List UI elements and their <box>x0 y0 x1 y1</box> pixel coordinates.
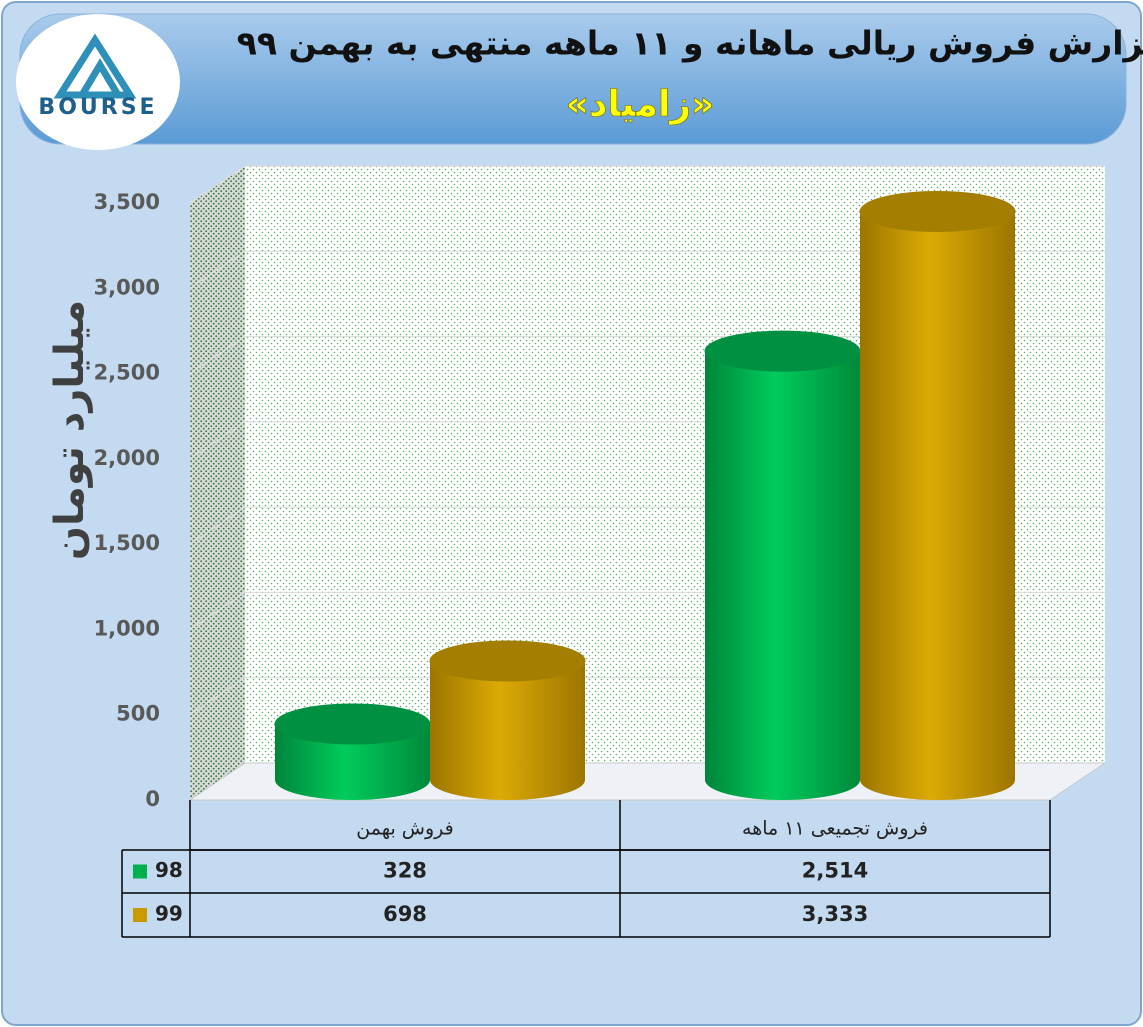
bar-top <box>859 190 1016 232</box>
legend-label: 99 <box>155 902 183 926</box>
grid-line <box>189 250 246 289</box>
side-wall <box>190 166 245 800</box>
x-tick-label: فروش بهمن <box>356 818 453 840</box>
logo-badge <box>16 14 180 150</box>
chart-title: گزارش فروش ریالی ماهانه و ۱۱ ماهه منتهی … <box>237 24 1143 64</box>
grid-line <box>189 506 246 545</box>
y-tick-label: 1,000 <box>94 616 160 640</box>
y-tick-label: 500 <box>116 702 160 726</box>
chart-subtitle: «زامیاد» <box>566 84 715 125</box>
logo-icon <box>53 33 137 99</box>
y-tick-label: 2,000 <box>94 446 160 470</box>
y-tick-label: 2,500 <box>94 361 160 385</box>
value-label: 328 <box>383 859 427 883</box>
bar <box>275 724 430 800</box>
legend-swatch <box>133 864 147 879</box>
grid-line <box>189 336 246 374</box>
y-tick-label: 3,500 <box>94 190 160 214</box>
bar <box>430 660 585 800</box>
bar-top <box>704 330 861 372</box>
y-tick-label: 0 <box>145 787 160 811</box>
value-label: 698 <box>383 902 427 926</box>
legend-label: 98 <box>155 858 183 882</box>
y-tick-label: 3,000 <box>94 275 160 299</box>
bar <box>705 351 860 800</box>
bar <box>860 211 1015 801</box>
x-tick-label: فروش تجمیعی ۱۱ ماهه <box>742 818 928 840</box>
grid-line <box>189 677 246 716</box>
grid-line <box>189 165 246 204</box>
bar-top <box>274 703 431 745</box>
logo-text: BOURSE <box>38 95 157 120</box>
bar-top <box>429 640 586 682</box>
legend-swatch <box>133 908 147 922</box>
grid-line <box>189 592 246 630</box>
value-label: 2,514 <box>802 859 868 883</box>
y-axis-label: میلیارد تومان <box>47 300 93 560</box>
value-label: 3,333 <box>802 902 868 926</box>
y-tick-label: 1,500 <box>94 531 160 555</box>
grid-line <box>189 421 246 460</box>
